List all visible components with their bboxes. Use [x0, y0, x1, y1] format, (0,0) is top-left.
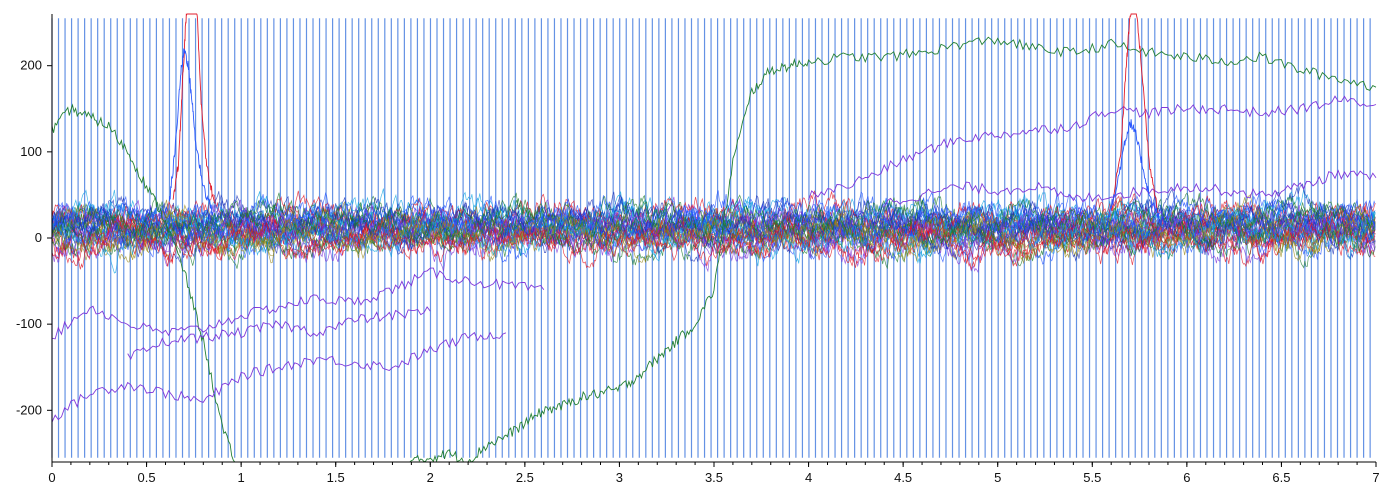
noise-trace [51, 198, 1376, 257]
x-tick-label: 2.5 [516, 470, 534, 485]
x-tick-label: 3.5 [705, 470, 723, 485]
x-tick-label: 3 [616, 470, 623, 485]
series-line [1106, 119, 1161, 225]
x-tick-label: 5 [994, 470, 1001, 485]
x-tick-layer: 0 0.5 1 1.5 2 2.5 3 3.5 4 4.5 5 5.5 6 6.5 7 [48, 462, 1380, 485]
x-tick-label: 6.5 [1272, 470, 1290, 485]
series-line [808, 95, 1377, 200]
y-tick-label: 100 [20, 144, 42, 159]
x-tick-label: 7 [1372, 470, 1379, 485]
x-tick-label: 4 [805, 470, 812, 485]
x-tick-label: 1.5 [327, 470, 345, 485]
series-line [51, 331, 507, 423]
x-tick-label: 6 [1183, 470, 1190, 485]
series-layer [51, 13, 1377, 463]
series-line [1110, 13, 1159, 214]
noise-trace [51, 208, 1376, 271]
x-tick-label: 0.5 [138, 470, 156, 485]
series-line [51, 36, 1377, 463]
x-tick-label: 5.5 [1083, 470, 1101, 485]
noise-trace [51, 197, 1376, 256]
noise-trace [51, 201, 1376, 266]
series-line [168, 48, 214, 215]
y-tick-label: 0 [35, 230, 42, 245]
series-line [127, 306, 431, 361]
series-line [51, 267, 545, 340]
noise-trace [51, 192, 1376, 251]
series-line [883, 169, 1377, 208]
x-tick-label: 2 [427, 470, 434, 485]
noise-trace-layer [51, 183, 1376, 274]
y-tick-layer: 200 100 0 -100 -200 [16, 58, 52, 417]
x-tick-label: 0 [48, 470, 55, 485]
series-line [172, 13, 216, 204]
y-tick-label: 200 [20, 58, 42, 73]
x-tick-label: 1 [238, 470, 245, 485]
y-tick-label: -100 [16, 316, 42, 331]
x-tick-label: 4.5 [894, 470, 912, 485]
y-tick-label: -200 [16, 402, 42, 417]
noise-trace [51, 204, 1376, 270]
